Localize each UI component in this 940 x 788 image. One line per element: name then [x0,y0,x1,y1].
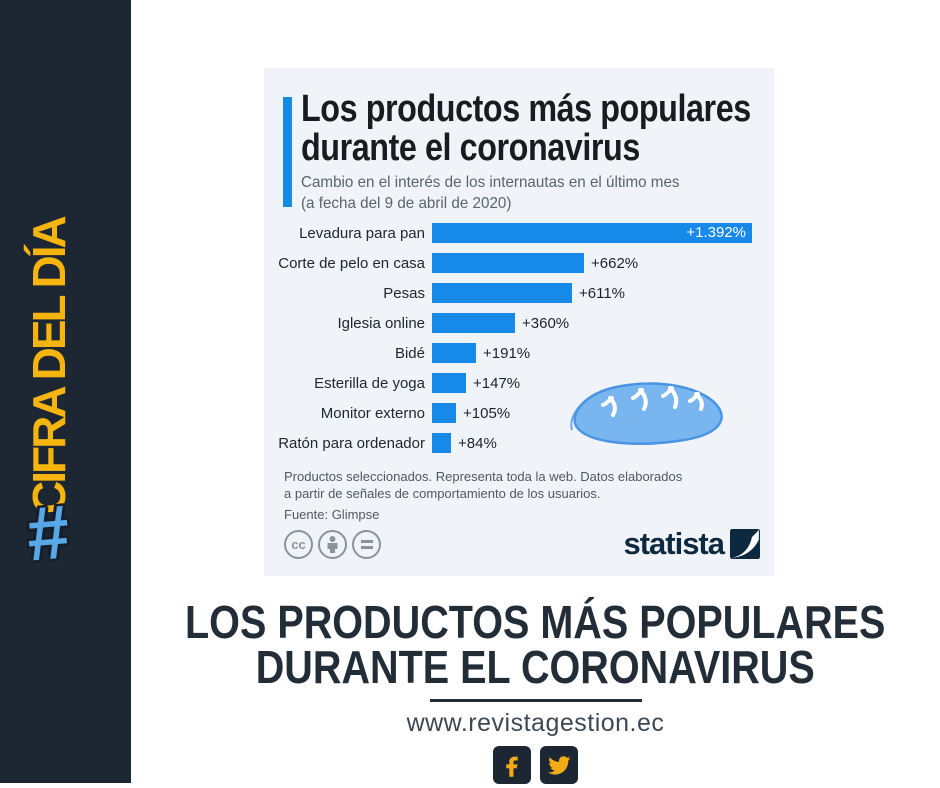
bar-value: +105% [463,404,511,422]
bar-label: Monitor externo [320,404,425,422]
person-glyph [327,536,338,553]
sidebar-vertical-label: CIFRA DEL DÍA [23,218,75,514]
social-bar [493,746,578,784]
chart-row: Ratón para ordenador +84% [264,433,774,453]
cc-icon-label: cc [291,537,306,552]
source-label: Fuente: Glimpse [284,507,380,522]
infographic-title-line1: Los productos más populares [301,88,751,130]
bar-track: +147% [432,373,762,393]
bar-value: +147% [473,374,521,392]
by-icon [318,530,347,559]
bar-track: +662% [432,253,762,273]
bar-label: Esterilla de yoga [314,374,425,392]
headline-divider [429,699,642,702]
statista-logo: statista [623,526,760,562]
bar [432,373,466,393]
facebook-icon[interactable] [493,746,531,784]
footer-headline: LOS PRODUCTOS MÁS POPULARES DURANTE EL C… [185,596,886,693]
footnote-line1: Productos seleccionados. Representa toda… [284,469,683,484]
footer: LOS PRODUCTOS MÁS POPULARES DURANTE EL C… [131,596,940,784]
hashtag-icon: # [23,489,73,578]
twitter-glyph [548,756,571,775]
infographic-title-line2: durante el coronavirus [301,127,640,169]
infographic-card: Los productos más populares durante el c… [264,68,774,576]
chart-row: Iglesia online +360% [264,313,774,333]
cc-icon: cc [284,530,313,559]
bar: +1.392% [432,223,752,243]
chart-row: Esterilla de yoga +147% [264,373,774,393]
chart-row: Bidé +191% [264,343,774,363]
bar-value: +662% [591,254,639,272]
bar-label: Pesas [383,284,425,302]
bar-value: +360% [522,314,570,332]
chart-rows: Levadura para pan +1.392% Corte de pelo en… [264,223,774,463]
infographic-subtitle: Cambio en el interés de los internautas … [301,172,680,214]
bar-label: Bidé [394,344,425,362]
bar-track: +360% [432,313,762,333]
footnote-line2: a partir de señales de comportamiento de… [284,486,601,501]
nd-icon [352,530,381,559]
footnote: Productos seleccionados. Representa toda… [284,468,682,523]
bar [432,283,572,303]
bar-value: +611% [579,284,626,302]
chart-row: Pesas +611% [264,283,774,303]
bar-track: +84% [432,433,762,453]
footer-headline-line1: LOS PRODUCTOS MÁS POPULARES [185,596,886,648]
bar-track: +1.392% [432,223,762,243]
bar-value: +84% [458,434,497,452]
bar [432,403,456,423]
sidebar: CIFRA DEL DÍA # [0,0,131,783]
bar-label: Ratón para ordenador [278,434,425,452]
infographic-subtitle-line1: Cambio en el interés de los internautas … [301,174,680,191]
chart-row: Monitor externo +105% [264,403,774,423]
bar-track: +611% [432,283,762,303]
infographic-subtitle-line2: (a fecha del 9 de abril de 2020) [301,195,512,212]
bar [432,313,515,333]
bar-value: +1.392% [686,224,746,241]
bar-value: +191% [483,344,531,362]
website-url: www.revistagestion.ec [406,709,665,737]
bar-label: Corte de pelo en casa [278,254,425,272]
statista-logo-icon [730,529,760,559]
title-accent-bar [283,97,292,207]
bar-label: Levadura para pan [299,224,425,242]
facebook-glyph [506,756,518,777]
bar-label: Iglesia online [337,314,425,332]
bread-illustration [570,382,723,445]
chart-row: Corte de pelo en casa +662% [264,253,774,273]
chart-row: Levadura para pan +1.392% [264,223,774,243]
infographic-title: Los productos más populares durante el c… [301,90,751,168]
bar [432,253,584,273]
license-bar: cc [284,530,381,559]
equals-glyph [360,540,373,549]
twitter-icon[interactable] [540,746,578,784]
bar [432,433,451,453]
bar-track: +191% [432,343,762,363]
bar [432,343,476,363]
footer-headline-line2: DURANTE EL CORONAVIRUS [256,641,815,693]
statista-wordmark: statista [623,526,725,561]
bar-track: +105% [432,403,762,423]
